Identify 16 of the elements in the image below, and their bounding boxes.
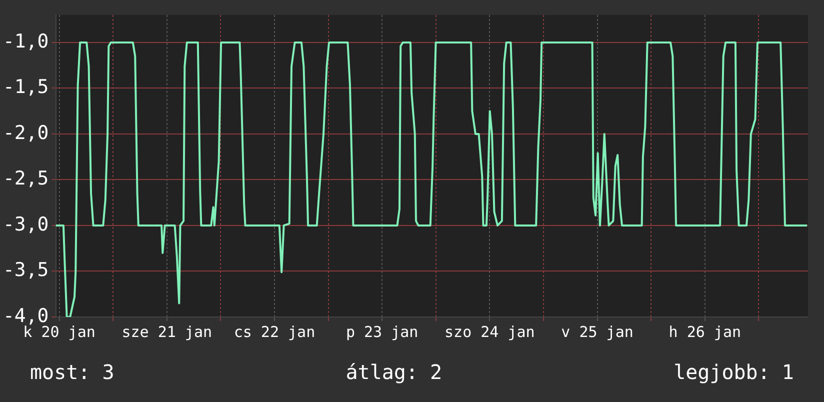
- y-tick-label: -3,0: [2, 213, 49, 236]
- y-tick-label: -1,5: [2, 76, 49, 98]
- y-tick-label: -2,5: [2, 168, 49, 190]
- text: legjobb: 1: [674, 360, 794, 384]
- x-tick-label: v 25 jan: [561, 322, 634, 341]
- x-tick-label: szo 24 jan: [444, 322, 535, 341]
- x-tick-label: cs 22 jan: [234, 322, 316, 341]
- y-tick-label: -1,0: [2, 30, 49, 52]
- x-tick-label: sze 21 jan: [122, 322, 212, 341]
- text: most: 3: [30, 360, 114, 384]
- y-tick-label: -3,5: [2, 259, 49, 282]
- x-tick-label: p 23 jan: [346, 322, 418, 341]
- text: átlag: 2: [346, 360, 442, 384]
- y-tick-label: -4,0: [2, 304, 49, 327]
- x-tick-label: h 26 jan: [668, 322, 742, 341]
- y-tick-label: -2,0: [2, 122, 49, 144]
